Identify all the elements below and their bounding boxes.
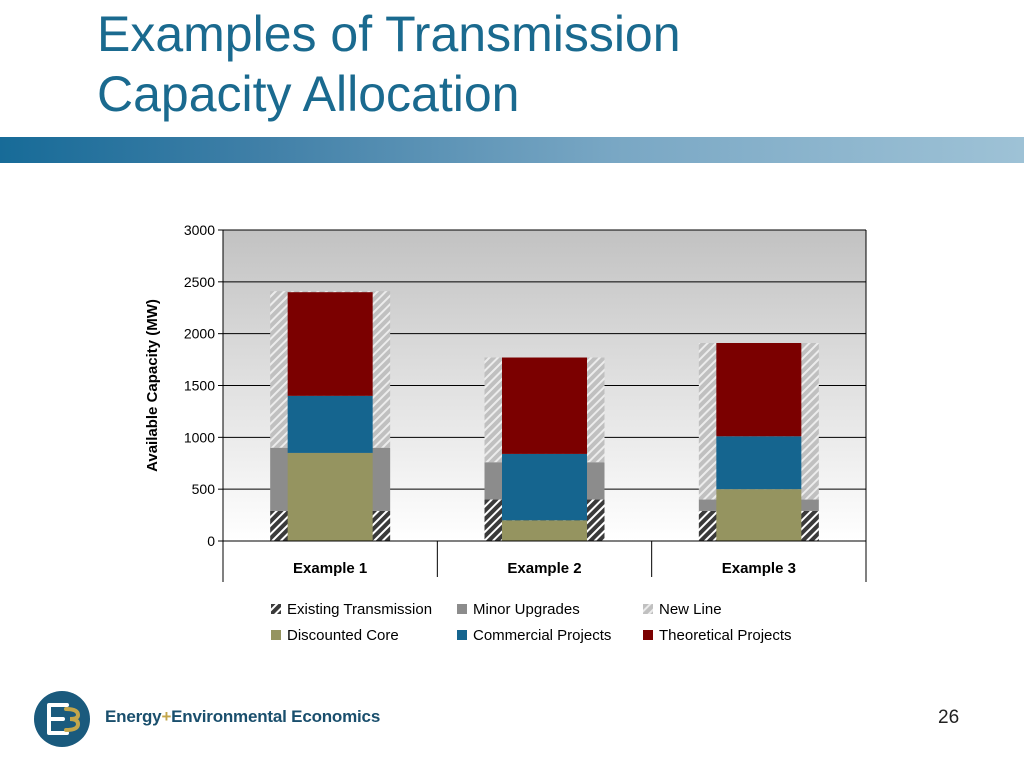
company-name-part1: Energy — [105, 707, 162, 726]
y-tick-label-0: 0 — [207, 533, 215, 549]
slide-title-line2: Capacity Allocation — [97, 66, 520, 122]
company-name-plus: + — [161, 707, 172, 726]
legend-swatch-theoretical-projects — [643, 630, 653, 640]
legend-label-commercial-projects: Commercial Projects — [473, 627, 611, 644]
bar-theoretical-projects-example-3 — [716, 342, 802, 437]
y-tick-label-2500: 2500 — [184, 274, 215, 290]
x-tick-label-example-1: Example 1 — [293, 560, 367, 577]
legend-swatch-commercial-projects — [457, 630, 467, 640]
legend-swatch-minor-upgrades — [457, 604, 467, 614]
bar-theoretical-projects-example-1 — [287, 292, 373, 396]
bar-discounted-core-example-3 — [716, 489, 802, 541]
y-tick-label-1000: 1000 — [184, 429, 215, 445]
x-tick-label-example-3: Example 3 — [722, 560, 796, 577]
legend-swatch-new-line — [643, 604, 653, 614]
e3-logo-icon — [34, 691, 90, 747]
bar-commercial-projects-example-1 — [287, 395, 373, 453]
legend-swatch-existing-transmission — [271, 604, 281, 614]
company-name: Energy+Environmental Economics — [105, 707, 380, 727]
bar-discounted-core-example-2 — [502, 520, 587, 541]
y-tick-label-1500: 1500 — [184, 378, 215, 394]
bar-discounted-core-example-1 — [287, 452, 373, 541]
legend-label-minor-upgrades: Minor Upgrades — [473, 601, 580, 618]
legend-label-existing-transmission: Existing Transmission — [287, 601, 432, 618]
slide-title: Examples of Transmission Capacity Alloca… — [97, 4, 681, 124]
slide-title-line1: Examples of Transmission — [97, 6, 681, 62]
company-name-part2: Environmental Economics — [171, 707, 381, 726]
legend-swatch-discounted-core — [271, 630, 281, 640]
bar-commercial-projects-example-3 — [716, 436, 802, 490]
header-band — [0, 137, 1024, 163]
y-axis-label: Available Capacity (MW) — [144, 299, 161, 472]
legend-label-discounted-core: Discounted Core — [287, 627, 399, 644]
bar-commercial-projects-example-2 — [502, 453, 587, 521]
legend-label-new-line: New Line — [659, 601, 722, 618]
y-tick-label-3000: 3000 — [184, 222, 215, 238]
page-number: 26 — [938, 707, 960, 728]
stacked-bar-chart: 0 500 1000 1500 2000 2500 3000 Example 1 Example… — [144, 222, 867, 644]
y-tick-label-500: 500 — [192, 481, 216, 497]
legend-label-theoretical-projects: Theoretical Projects — [659, 627, 792, 644]
y-tick-label-2000: 2000 — [184, 326, 215, 342]
x-tick-label-example-2: Example 2 — [507, 560, 581, 577]
bar-theoretical-projects-example-2 — [502, 357, 587, 454]
